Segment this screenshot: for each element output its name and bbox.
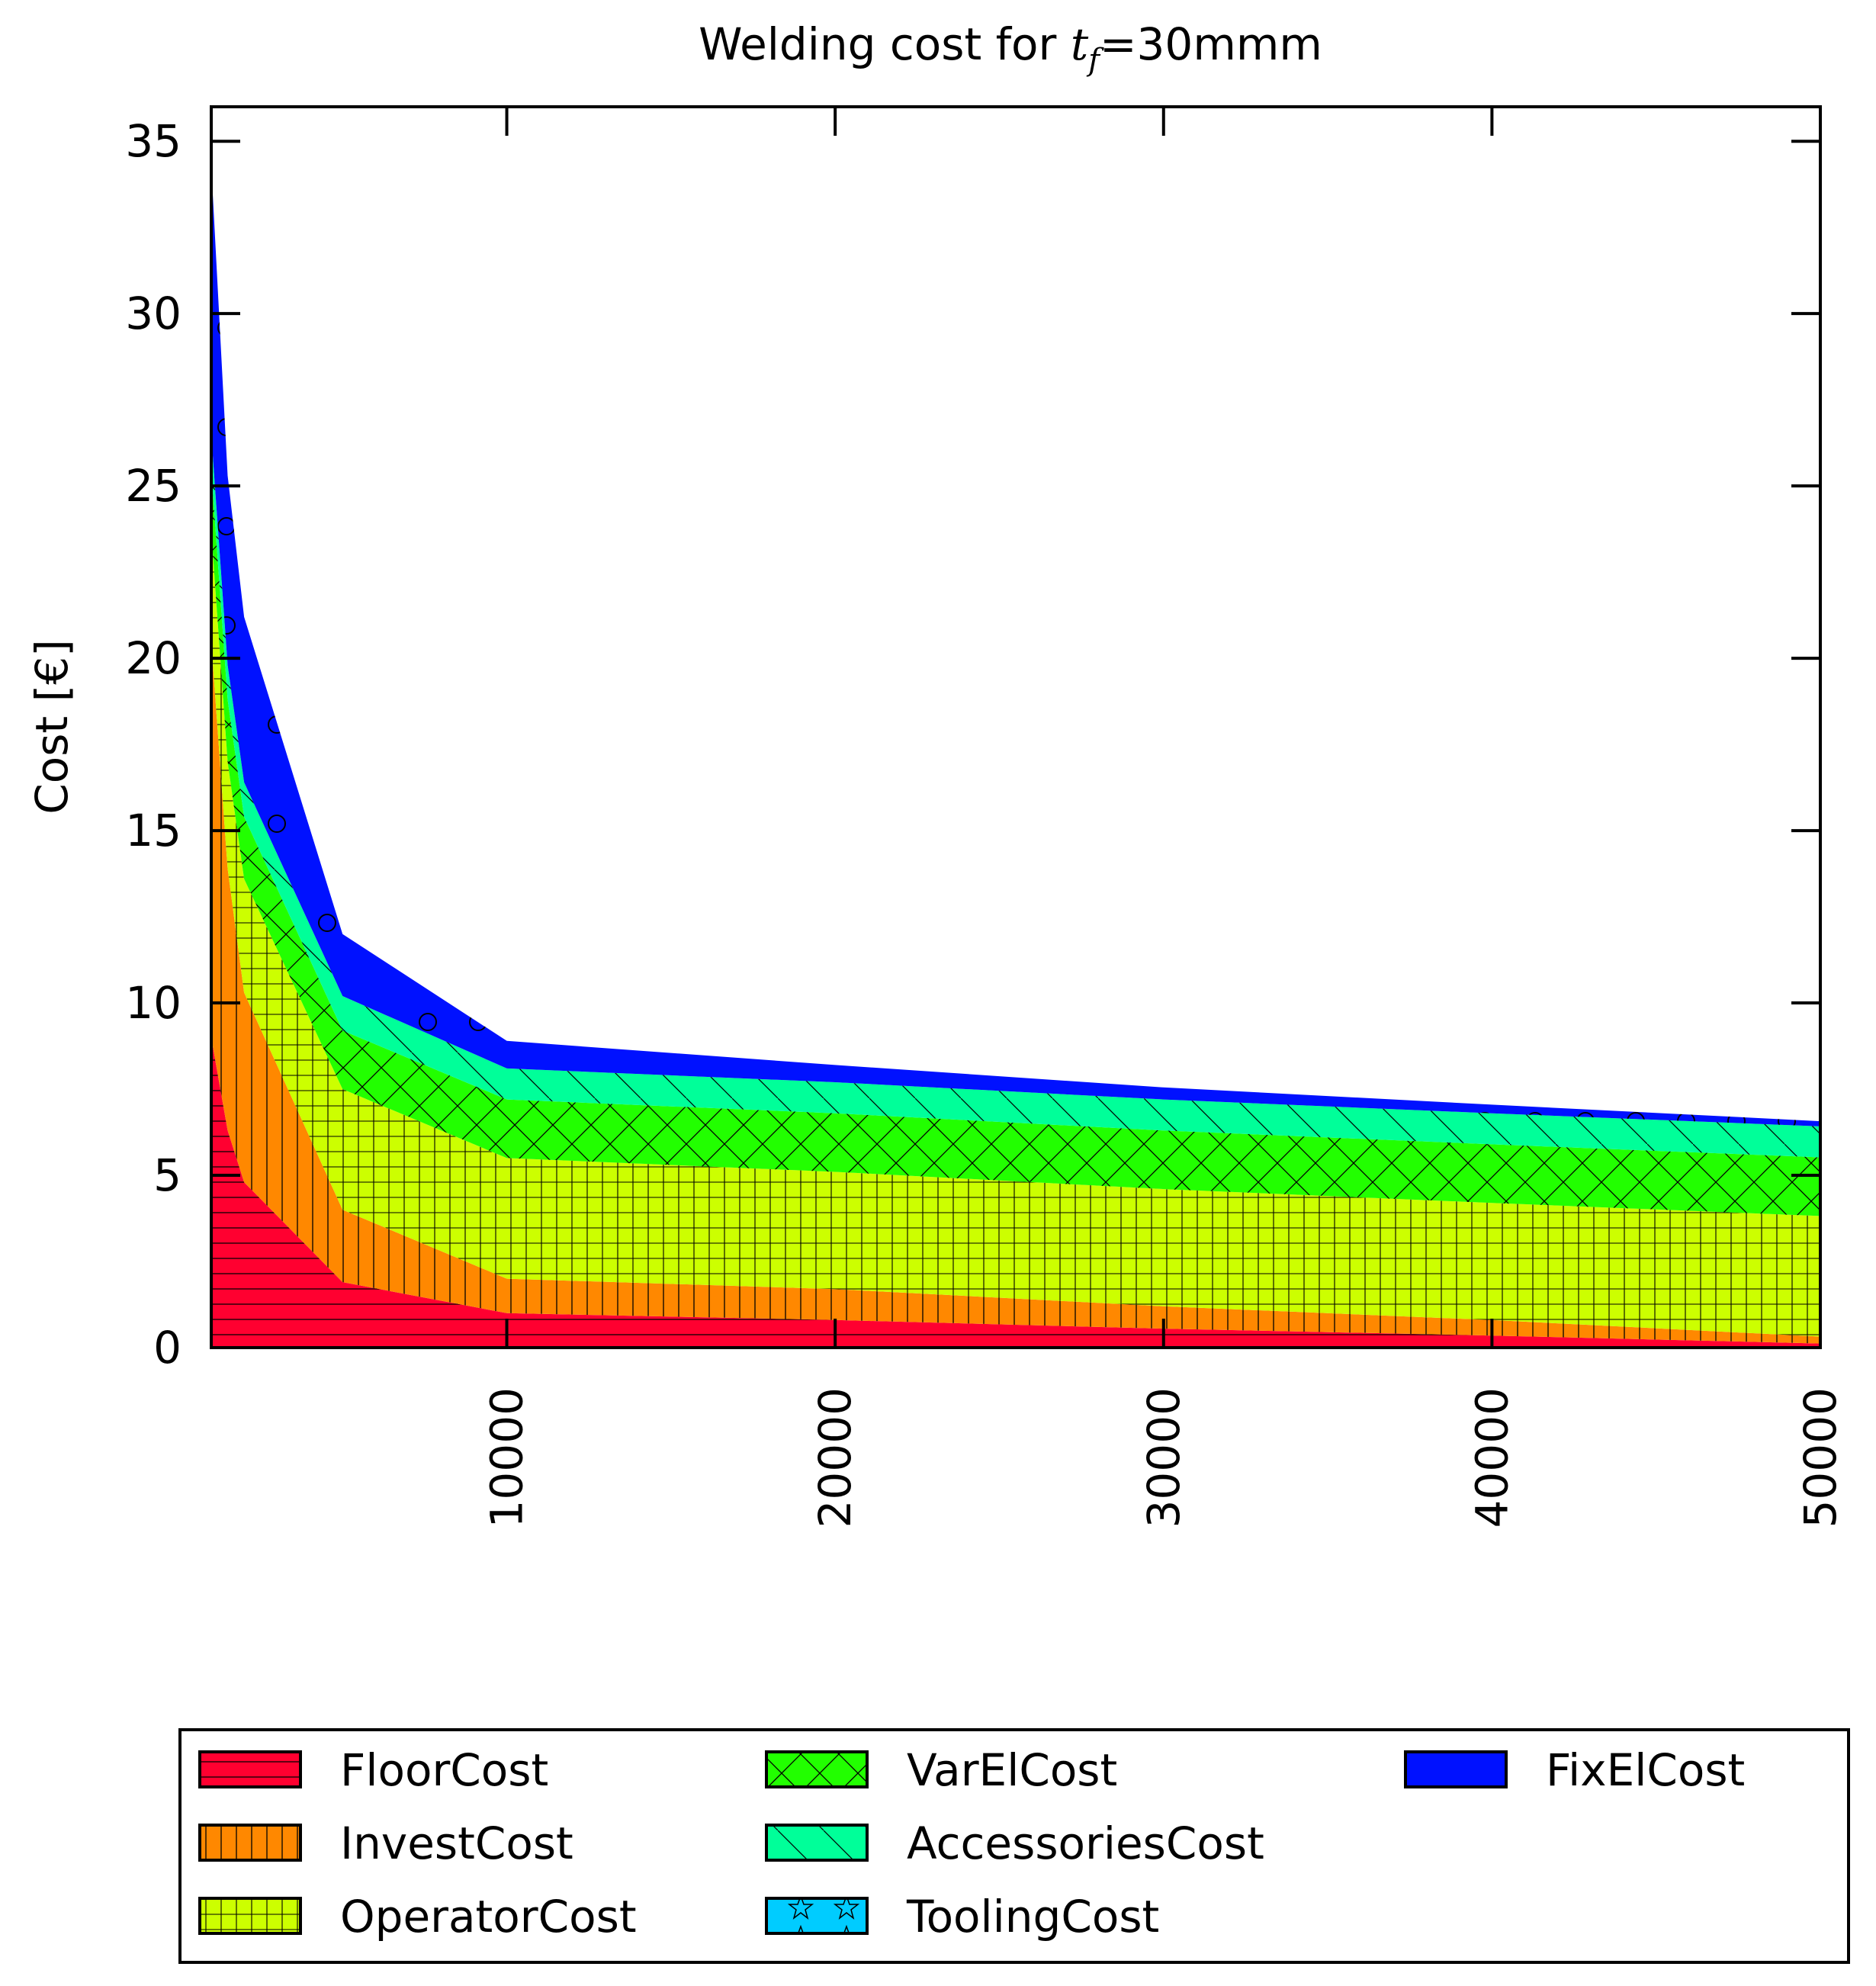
legend-item-varelcost: VarElCost <box>765 1744 1117 1796</box>
legend-item-toolingcost: ToolingCost <box>765 1891 1159 1943</box>
y-tick-label: 10 <box>125 977 181 1029</box>
legend-label: OperatorCost <box>340 1891 637 1943</box>
legend-swatch-hatch <box>1405 1752 1506 1787</box>
legend-item-floorcost: FloorCost <box>198 1744 548 1796</box>
legend-frame <box>178 1728 1850 1964</box>
chart-title-suffix: =30mmm <box>1100 18 1322 70</box>
x-tick-label: 30000 <box>1138 1387 1190 1528</box>
axis-ticks: 0 5 10 15 20 25 30 35 10000 20000 30000 40000 50000 <box>125 107 1846 1528</box>
legend-item-accessoriescost: AccessoriesCost <box>765 1817 1264 1869</box>
y-tick-label: 35 <box>125 115 181 167</box>
legend-label: FloorCost <box>340 1744 548 1796</box>
legend-label: VarElCost <box>907 1744 1117 1796</box>
x-tick-label: 20000 <box>809 1387 861 1528</box>
legend-swatch-hatch <box>200 1752 300 1787</box>
chart-title: Welding cost for tf=30mmm <box>699 18 1322 78</box>
area-fixelcost <box>211 165 1820 1126</box>
legend-swatch-hatch <box>766 1752 867 1787</box>
legend-swatch-hatch <box>766 1898 867 1933</box>
area-hatch-fixelcost <box>211 165 1820 1126</box>
y-tick-label: 30 <box>125 288 181 339</box>
x-tick-label: 50000 <box>1794 1387 1846 1528</box>
legend-label: FixElCost <box>1546 1744 1745 1796</box>
y-tick-label: 15 <box>125 805 181 856</box>
legend-item-fixelcost: FixElCost <box>1404 1744 1745 1796</box>
y-tick-label: 0 <box>153 1322 181 1374</box>
y-tick-label: 20 <box>125 632 181 684</box>
y-axis-label: Cost [€] <box>26 639 78 815</box>
legend-swatch-hatch <box>766 1825 867 1860</box>
area-hatch-floorcost <box>211 1037 1820 1348</box>
area-hatch-operatorcost <box>211 530 1820 1337</box>
area-hatch-accessoriescost <box>211 434 1820 1158</box>
x-tick-label: 40000 <box>1466 1387 1518 1528</box>
legend-swatch-hatch <box>200 1898 300 1933</box>
legend-item-operatorcost: OperatorCost <box>198 1891 637 1943</box>
x-tick-label: 10000 <box>481 1387 533 1528</box>
stacked-areas <box>211 165 1820 1348</box>
plot-frame <box>210 105 1822 1349</box>
chart-title-prefix: Welding cost for <box>699 18 1071 70</box>
area-hatch-investcost <box>211 641 1820 1344</box>
legend-swatch-hatch <box>200 1825 300 1860</box>
legend-label: ToolingCost <box>906 1891 1159 1943</box>
y-tick-label: 25 <box>125 460 181 512</box>
legend-item-investcost: InvestCost <box>198 1817 573 1869</box>
y-tick-label: 5 <box>153 1149 181 1201</box>
legend-label: AccessoriesCost <box>907 1817 1264 1869</box>
legend-label: InvestCost <box>340 1817 573 1869</box>
legend: FloorCost InvestCost OperatorCost VarElCost… <box>178 1728 1850 1964</box>
chart-title-var: t <box>1071 18 1089 70</box>
